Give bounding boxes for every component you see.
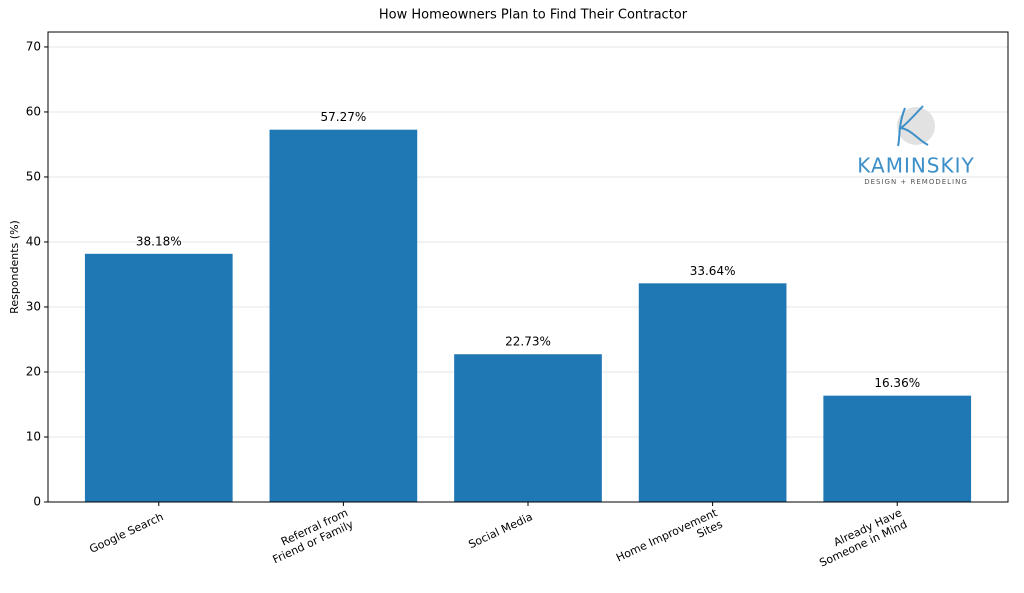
value-label: 16.36% xyxy=(874,376,920,390)
y-tick-label: 50 xyxy=(26,169,41,183)
y-tick-label: 70 xyxy=(26,39,41,53)
y-tick-label: 40 xyxy=(26,234,41,248)
bar xyxy=(638,283,787,502)
value-label: 22.73% xyxy=(505,335,551,349)
logo-monogram xyxy=(897,105,929,147)
x-tick-label: Home ImprovementSites xyxy=(614,506,725,576)
chart-title: How Homeowners Plan to Find Their Contra… xyxy=(379,8,688,23)
y-tick-label: 60 xyxy=(26,104,41,118)
x-tick-label: Google Search xyxy=(87,510,165,556)
bar xyxy=(269,129,418,503)
value-label: 38.18% xyxy=(136,234,182,248)
bar xyxy=(454,354,602,502)
logo: KAMINSKIY DESIGN + REMODELING xyxy=(857,105,975,186)
x-tick-label: Social Media xyxy=(466,510,534,551)
bar xyxy=(823,395,972,502)
y-axis-label: Respondents (%) xyxy=(8,220,21,314)
y-tick-label: 20 xyxy=(26,364,41,378)
x-tick-label: Referral fromFriend or Family xyxy=(265,506,356,566)
value-label: 57.27% xyxy=(321,110,367,124)
y-tick-label: 0 xyxy=(33,495,41,509)
logo-tagline: DESIGN + REMODELING xyxy=(864,178,968,186)
y-tick-label: 30 xyxy=(26,299,41,313)
y-tick-label: 10 xyxy=(26,429,41,443)
logo-badge xyxy=(897,107,935,145)
plot-frame xyxy=(47,31,1009,503)
logo-name: KAMINSKIY xyxy=(857,154,975,178)
bar xyxy=(84,253,233,502)
value-label: 33.64% xyxy=(690,264,736,278)
x-tick-label: Already HaveSomeone in Mind xyxy=(812,506,909,570)
